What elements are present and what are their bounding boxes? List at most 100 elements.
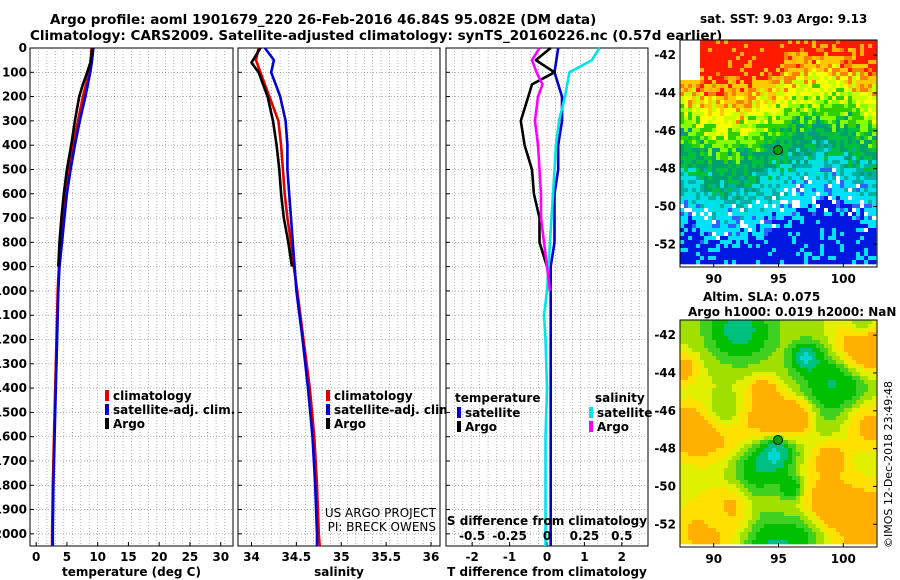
sst-map-pixel — [688, 228, 693, 233]
sst-map-pixel — [836, 204, 841, 209]
sst-map-pixel — [708, 156, 713, 161]
sst-map-pixel — [688, 96, 693, 101]
sst-map-pixel — [772, 136, 777, 141]
sla-map-pixel — [808, 488, 813, 493]
sst-map-pixel — [760, 96, 765, 101]
sst-map-pixel — [716, 168, 721, 173]
sst-map-pixel — [764, 140, 769, 145]
sla-map-pixel — [704, 444, 709, 449]
sla-map-pixel — [824, 340, 829, 345]
sst-map-pixel — [868, 220, 873, 225]
sst-map-pixel — [820, 72, 825, 77]
sla-map-pixel — [844, 348, 849, 353]
sla-map-pixel — [692, 444, 697, 449]
sst-map-pixel — [756, 216, 761, 221]
sst-map-pixel — [872, 84, 877, 89]
sla-map-pixel — [816, 420, 821, 425]
sst-map-pixel — [684, 88, 689, 93]
sst-map-pixel — [720, 144, 725, 149]
sst-map-pixel — [700, 208, 705, 213]
sst-map-pixel — [852, 176, 857, 181]
sst-map-pixel — [836, 196, 841, 201]
sst-map-pixel — [832, 104, 837, 109]
sla-map-pixel — [852, 364, 857, 369]
sla-map-pixel — [852, 464, 857, 469]
sst-map-pixel — [856, 184, 861, 189]
sst-map-pixel — [704, 212, 709, 217]
sla-map-pixel — [816, 372, 821, 377]
sst-map-pixel — [840, 208, 845, 213]
sla-map-pixel — [740, 404, 745, 409]
sst-map-pixel — [812, 192, 817, 197]
sst-map-pixel — [820, 248, 825, 253]
sst-map-pixel — [712, 132, 717, 137]
sst-map-pixel — [872, 168, 877, 173]
sst-map-pixel — [860, 244, 865, 249]
sst-map-pixel — [816, 204, 821, 209]
sla-map-pixel — [848, 472, 853, 477]
sla-map-pixel — [700, 332, 705, 337]
sst-map-pixel — [776, 244, 781, 249]
sla-map-pixel — [848, 384, 853, 389]
sst-map-pixel — [696, 168, 701, 173]
sla-map-pixel — [720, 336, 725, 341]
sst-map-pixel — [796, 132, 801, 137]
sst-map-pixel — [752, 52, 757, 57]
sla-map-pixel — [780, 444, 785, 449]
sst-map-pixel — [844, 160, 849, 165]
sst-map-pixel — [788, 248, 793, 253]
sla-map-pixel — [740, 432, 745, 437]
sst-map-pixel — [828, 104, 833, 109]
sla-map-pixel — [864, 340, 869, 345]
sla-map-pixel — [820, 352, 825, 357]
sst-map-pixel — [872, 212, 877, 217]
sla-map-pixel — [800, 376, 805, 381]
sla-map-pixel — [824, 404, 829, 409]
sla-map-pixel — [728, 484, 733, 489]
sla-map-pixel — [812, 372, 817, 377]
sla-map-pixel — [772, 484, 777, 489]
sst-map-pixel — [688, 100, 693, 105]
sst-map-pixel — [860, 80, 865, 85]
sst-map-pixel — [748, 144, 753, 149]
sst-map-pixel — [808, 40, 813, 45]
sst-map-pixel — [708, 160, 713, 165]
sla-map-pixel — [748, 368, 753, 373]
sst-map-pixel — [836, 64, 841, 69]
sla-map-pixel — [804, 496, 809, 501]
sst-map-pixel — [848, 112, 853, 117]
sla-map-pixel — [872, 492, 877, 497]
sst-map-pixel — [784, 164, 789, 169]
sst-map-pixel — [720, 168, 725, 173]
sla-map-pixel — [692, 460, 697, 465]
sla-map-pixel — [720, 432, 725, 437]
sst-map-pixel — [804, 84, 809, 89]
sst-map-pixel — [744, 196, 749, 201]
sst-map-pixel — [700, 144, 705, 149]
sst-map-pixel — [740, 116, 745, 121]
sst-map-pixel — [864, 88, 869, 93]
sla-map-pixel — [860, 456, 865, 461]
sla-map-pixel — [692, 484, 697, 489]
sst-map-pixel — [860, 232, 865, 237]
sst-map-pixel — [860, 128, 865, 133]
sst-map-pixel — [784, 100, 789, 105]
sst-map-pixel — [808, 144, 813, 149]
sla-map-pixel — [808, 388, 813, 393]
sst-map-pixel — [816, 60, 821, 65]
sst-map-pixel — [792, 204, 797, 209]
sst-map-pixel — [756, 120, 761, 125]
sst-map-pixel — [736, 40, 741, 45]
sla-map-pixel — [828, 476, 833, 481]
sla-map-pixel — [720, 340, 725, 345]
sla-map-pixel — [768, 352, 773, 357]
sst-map-pixel — [700, 92, 705, 97]
sst-map-pixel — [724, 100, 729, 105]
sst-map-pixel — [820, 256, 825, 261]
sla-map-pixel — [860, 336, 865, 341]
sla-map-pixel — [768, 364, 773, 369]
sst-map-pixel — [700, 52, 705, 57]
sla-map-pixel — [848, 492, 853, 497]
sla-map-pixel — [684, 380, 689, 385]
sst-map-pixel — [680, 232, 685, 237]
